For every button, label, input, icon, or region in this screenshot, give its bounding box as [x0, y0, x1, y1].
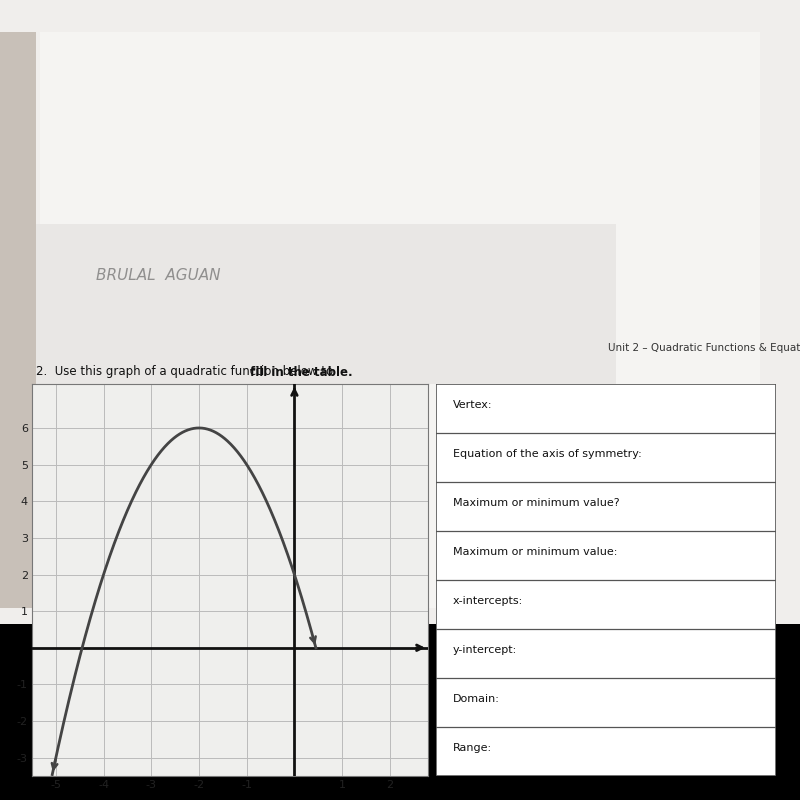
- Text: Maximum or minimum value:: Maximum or minimum value:: [453, 546, 618, 557]
- Text: Equation of the axis of symmetry:: Equation of the axis of symmetry:: [453, 449, 642, 458]
- Bar: [400, 0, 800, 240]
- Bar: [40, 56, 760, 336]
- Text: Range:: Range:: [453, 742, 492, 753]
- Text: x-intercepts:: x-intercepts:: [453, 595, 523, 606]
- Text: y-intercept:: y-intercept:: [453, 645, 518, 654]
- Text: Maximum or minimum value?: Maximum or minimum value?: [453, 498, 620, 507]
- Text: Unit 2 – Quadratic Functions & Equations Assignment: Unit 2 – Quadratic Functions & Equations…: [608, 343, 800, 353]
- Bar: [16, 224, 616, 384]
- Text: Vertex:: Vertex:: [453, 399, 493, 410]
- Text: BRULAL  AGUAN: BRULAL AGUAN: [96, 268, 221, 283]
- Text: Domain:: Domain:: [453, 694, 500, 703]
- Bar: [40, 32, 760, 608]
- Bar: [0, 32, 36, 608]
- Text: 2.  Use this graph of a quadratic function below to: 2. Use this graph of a quadratic functio…: [36, 366, 337, 378]
- Text: fill in the table.: fill in the table.: [250, 366, 353, 378]
- Bar: [0, 0, 800, 624]
- Bar: [0, 0, 800, 360]
